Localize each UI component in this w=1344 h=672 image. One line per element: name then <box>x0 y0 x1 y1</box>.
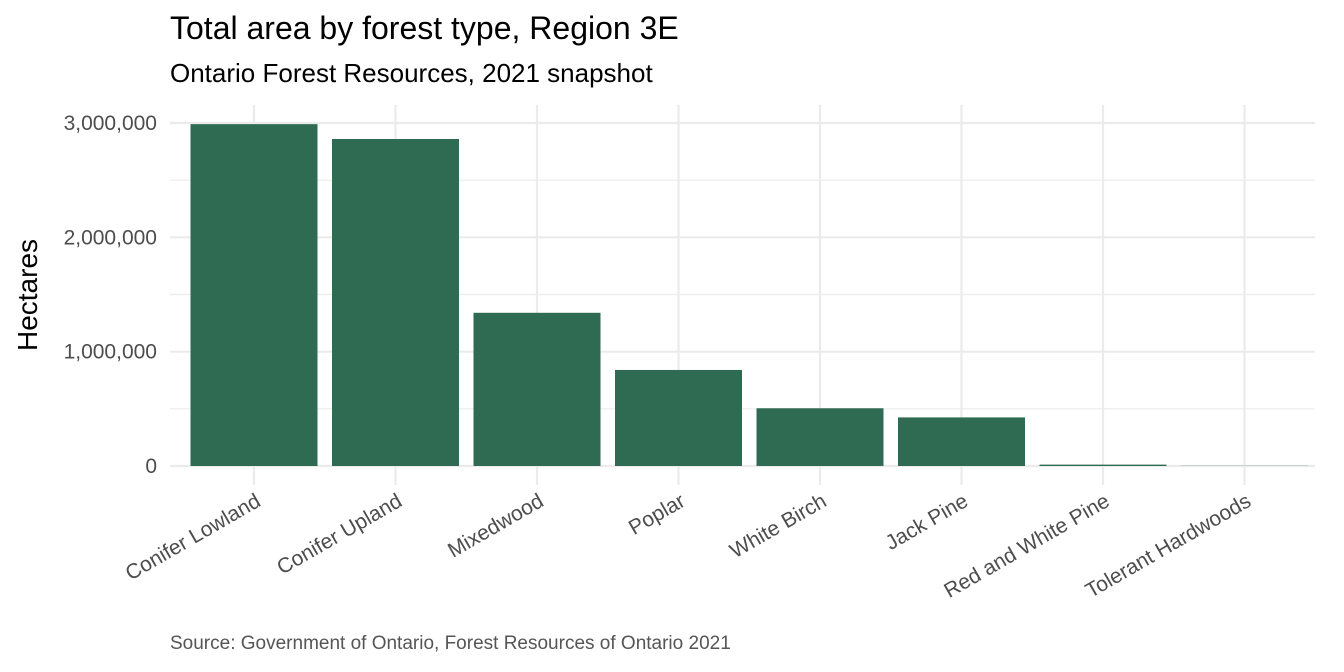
bar-jack-pine <box>898 417 1025 466</box>
y-tick-label: 1,000,000 <box>64 341 157 364</box>
x-tick-label: Poplar <box>625 489 689 539</box>
y-tick-label: 0 <box>145 455 157 478</box>
bar-white-birch <box>756 408 884 466</box>
bar-mixedwood <box>473 312 601 466</box>
y-axis-title: Hectares <box>12 239 43 351</box>
x-tick-label: Mixedwood <box>444 489 548 562</box>
x-tick-label: Conifer Upland <box>273 489 406 579</box>
chart-subtitle: Ontario Forest Resources, 2021 snapshot <box>170 58 653 88</box>
bar-red-and-white-pine <box>1039 464 1167 466</box>
x-tick-label: Conifer Lowland <box>122 489 265 585</box>
bar-poplar <box>615 369 742 466</box>
y-tick-label: 3,000,000 <box>64 112 157 135</box>
chart-caption: Source: Government of Ontario, Forest Re… <box>170 633 731 654</box>
bar-conifer-lowland <box>190 124 318 466</box>
y-tick-label: 2,000,000 <box>64 226 157 249</box>
y-axis-ticks: 0 1,000,000 2,000,000 3,000,000 <box>64 112 157 478</box>
x-axis-ticks: Conifer Lowland Conifer Upland Mixedwood Po… <box>122 489 1255 602</box>
x-tick-label: White Birch <box>726 489 830 563</box>
bars <box>190 124 1308 467</box>
x-tick-label: Jack Pine <box>882 489 972 554</box>
bar-conifer-upland <box>332 139 459 467</box>
chart-title: Total area by forest type, Region 3E <box>170 10 679 46</box>
